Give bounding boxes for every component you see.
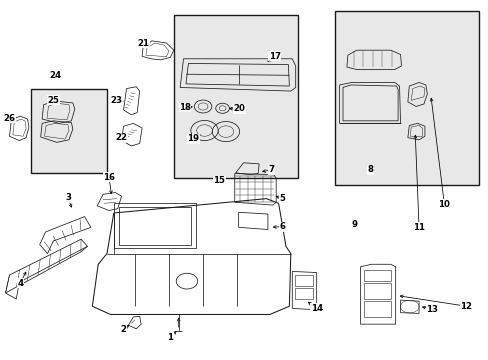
Text: 22: 22	[115, 133, 127, 142]
Text: 10: 10	[438, 200, 449, 209]
Bar	[119, 207, 190, 245]
Text: 11: 11	[412, 223, 424, 232]
Text: 4: 4	[17, 279, 23, 288]
Text: 25: 25	[47, 96, 59, 105]
Text: 8: 8	[366, 166, 372, 175]
Text: 9: 9	[351, 220, 357, 229]
Text: 7: 7	[268, 166, 274, 175]
Text: 16: 16	[103, 173, 115, 182]
Bar	[114, 203, 195, 248]
Bar	[173, 15, 298, 178]
Text: 15: 15	[213, 176, 224, 185]
Text: 5: 5	[279, 194, 285, 203]
Text: 2: 2	[121, 325, 126, 334]
Text: 13: 13	[426, 305, 437, 314]
Text: 6: 6	[279, 222, 285, 231]
Text: 3: 3	[65, 193, 71, 202]
Text: 12: 12	[459, 302, 471, 311]
Text: 19: 19	[187, 134, 199, 143]
Bar	[295, 288, 312, 299]
Bar	[363, 270, 390, 281]
Text: 1: 1	[167, 333, 173, 342]
Bar	[295, 275, 312, 286]
Bar	[363, 301, 390, 317]
Bar	[334, 12, 478, 185]
Text: 20: 20	[233, 104, 245, 113]
Text: 17: 17	[268, 52, 280, 61]
Text: 24: 24	[49, 71, 61, 80]
Text: 14: 14	[310, 304, 322, 313]
Text: 21: 21	[137, 39, 149, 48]
Bar	[31, 89, 106, 173]
Text: 23: 23	[110, 96, 122, 105]
Bar	[363, 283, 390, 299]
Text: 18: 18	[179, 103, 191, 112]
Text: 26: 26	[3, 114, 16, 123]
